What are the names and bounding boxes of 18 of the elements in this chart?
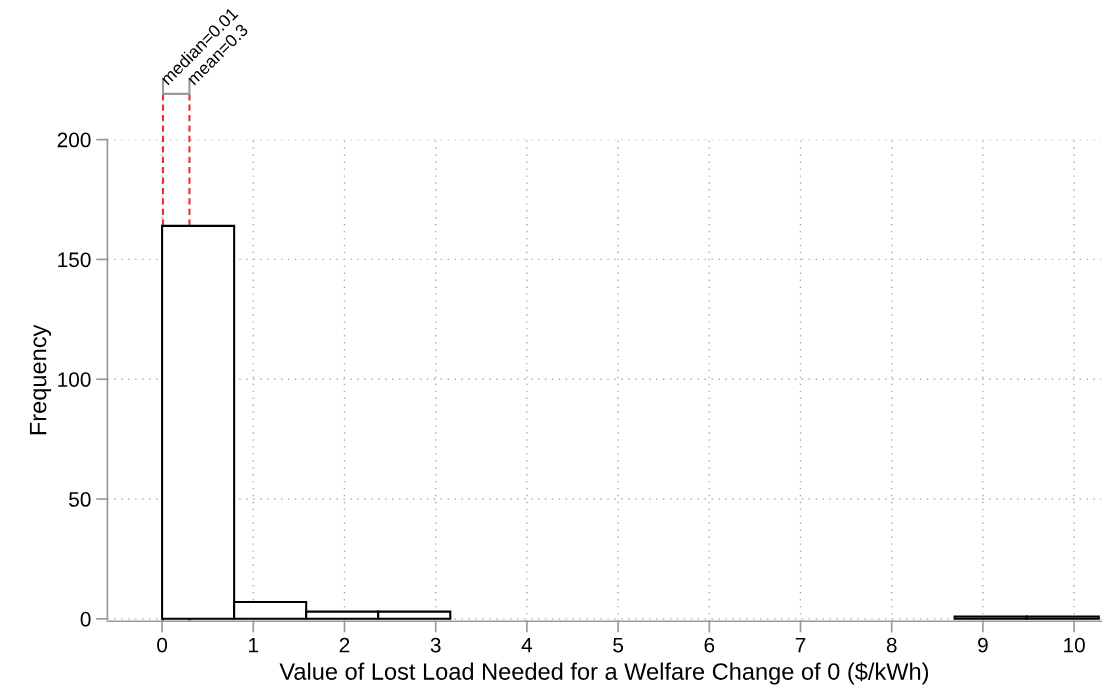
x-tick-label: 9 — [978, 637, 988, 653]
y-tick-label: 50 — [69, 492, 91, 507]
x-tick-label: 6 — [704, 637, 715, 653]
y-tick-label: 150 — [58, 252, 91, 268]
y-axis-title: Frequency — [29, 324, 52, 435]
y-tick-label: 0 — [80, 611, 91, 627]
x-tick-label: 10 — [1064, 637, 1085, 653]
x-tick-label: 0 — [157, 637, 168, 653]
x-tick-label: 7 — [795, 637, 806, 653]
x-tick-label: 5 — [613, 637, 624, 653]
x-tick-label: 4 — [521, 637, 533, 653]
y-tick-label: 100 — [58, 372, 91, 387]
x-tick-label: 3 — [430, 637, 441, 653]
x-tick-label: 8 — [886, 637, 897, 653]
x-tick-label: 2 — [339, 637, 350, 653]
x-tick-label: 1 — [249, 637, 259, 653]
y-tick-label: 200 — [57, 132, 91, 148]
x-axis-title: Value of Lost Load Needed for a Welfare Change of 0 ($/kWh) — [279, 662, 929, 685]
